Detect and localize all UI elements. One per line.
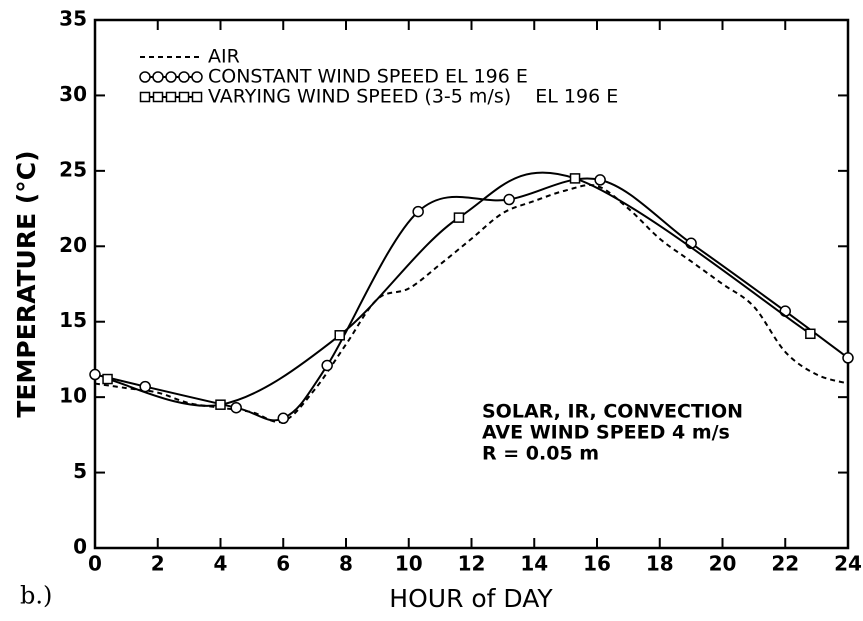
marker-circle [191,71,203,83]
legend-label: CONSTANT WIND SPEED EL 196 E [208,66,528,88]
y-tick-label: 5 [73,459,87,483]
y-tick-label: 20 [59,233,87,257]
marker-circle [89,368,101,381]
marker-circle [842,352,854,364]
series-line [94,184,849,424]
x-tick-label: 22 [771,552,799,576]
marker-circle [503,193,515,206]
x-tick-label: 0 [88,552,102,576]
legend-label: AIR [208,46,240,68]
panel-label: b.) [20,582,52,610]
series-line [107,171,811,407]
y-tick-label: 0 [73,535,87,559]
x-axis-label: HOUR of DAY [389,584,553,613]
marker-circle [594,174,606,186]
annotation: AVE WIND SPEED 4 m/s [482,422,730,444]
marker-square [334,330,345,341]
marker-square [102,373,113,385]
y-tick-label: 25 [59,157,87,181]
marker-square [215,399,226,410]
marker-circle [165,71,177,83]
series-line [94,177,849,422]
x-tick-label: 4 [214,552,228,576]
marker-circle [277,412,289,425]
x-tick-label: 18 [646,552,674,576]
marker-square [139,91,151,103]
marker-square [191,91,203,103]
y-tick-label: 30 [59,82,87,106]
marker-circle [178,71,190,83]
x-tick-label: 14 [520,552,548,576]
marker-square [178,91,190,103]
marker-square [453,212,465,223]
y-tick-label: 35 [59,7,87,31]
marker-circle [321,359,333,372]
marker-circle [152,71,164,83]
marker-square [165,91,177,103]
x-tick-label: 12 [458,552,486,576]
marker-circle [139,71,151,83]
marker-circle [412,205,424,218]
x-tick-label: 16 [583,552,611,576]
x-tick-label: 24 [834,552,862,576]
y-tick-label: 10 [59,384,87,408]
x-tick-label: 6 [276,552,290,576]
y-tick-label: 15 [59,308,87,332]
x-tick-label: 8 [339,552,353,576]
x-tick-label: 10 [395,552,423,576]
marker-circle [779,305,791,317]
y-axis-label: TEMPERATURE (°C) [12,150,41,417]
marker-square [152,91,164,103]
x-tick-label: 20 [709,552,737,576]
legend-label: VARYING WIND SPEED (3-5 m/s) EL 196 E [208,86,618,108]
marker-square [569,173,581,184]
annotation: R = 0.05 m [482,443,599,465]
marker-square [805,328,816,340]
annotation: SOLAR, IR, CONVECTION [482,401,743,423]
marker-circle [230,401,242,414]
x-tick-label: 2 [151,552,165,576]
